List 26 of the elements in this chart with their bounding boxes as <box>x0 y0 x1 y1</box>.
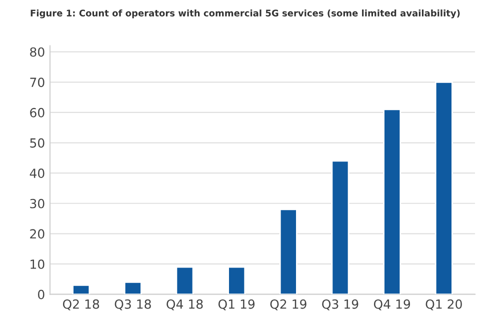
y-tick-label: 50 <box>30 138 44 148</box>
y-tick-label: 0 <box>38 290 44 300</box>
y-tick-label: 30 <box>30 198 44 208</box>
x-tick-label: Q4 19 <box>374 299 410 310</box>
x-tick-label: Q2 19 <box>270 299 306 310</box>
bar <box>331 160 350 294</box>
bar <box>434 81 453 294</box>
y-tick-label: 10 <box>30 259 44 269</box>
y-tick-label: 60 <box>30 108 44 118</box>
x-tick-label: Q4 18 <box>166 299 203 310</box>
bar <box>72 284 90 294</box>
bar <box>383 108 402 294</box>
x-tick-label: Q1 20 <box>426 299 462 310</box>
bar <box>124 281 142 294</box>
y-tick-label: 70 <box>30 78 44 88</box>
bar <box>176 266 194 294</box>
bar <box>279 208 298 294</box>
y-tick-label: 20 <box>30 229 44 239</box>
chart-title: Figure 1: Count of operators with commercial 5G services (some limited availability) <box>30 9 460 18</box>
y-tick-label: 80 <box>30 47 44 57</box>
x-tick-label: Q3 18 <box>114 299 151 310</box>
y-tick-label: 40 <box>30 168 44 178</box>
x-tick-label: Q2 18 <box>62 299 100 310</box>
x-tick-label: Q1 19 <box>218 299 255 310</box>
bar <box>228 266 246 294</box>
x-tick-label: Q3 19 <box>322 299 358 310</box>
